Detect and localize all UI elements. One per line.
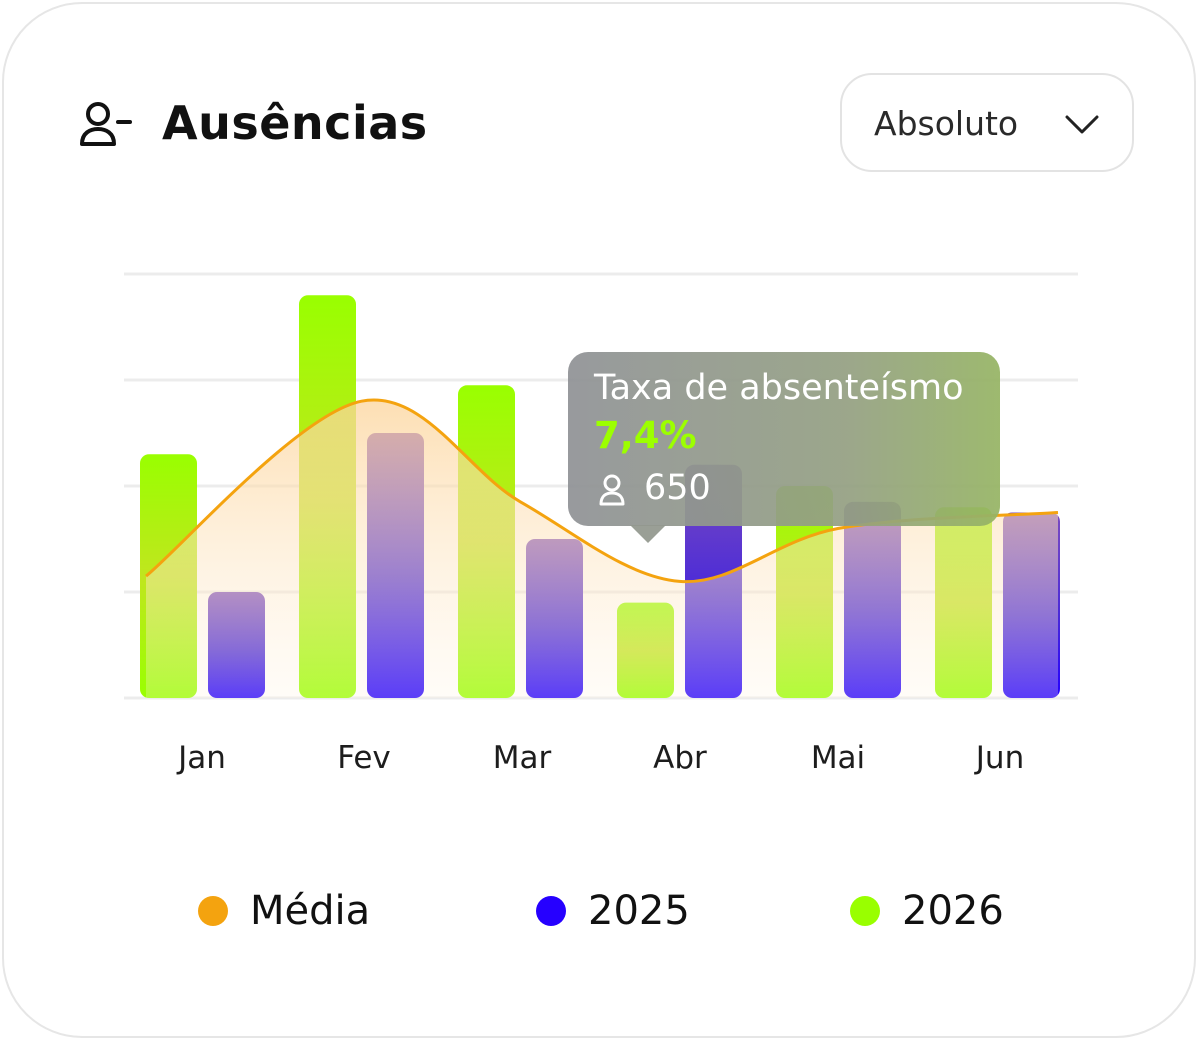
media-area xyxy=(146,399,1058,698)
legend-label-2026: 2026 xyxy=(902,888,1004,934)
legend-dot-2026 xyxy=(850,896,880,926)
tooltip-count: 650 xyxy=(644,468,711,508)
page-title: Ausências xyxy=(162,96,428,150)
legend-label-2025: 2025 xyxy=(588,888,690,934)
x-tick-label-fev: Fev xyxy=(337,740,391,776)
tooltip-rate: 7,4% xyxy=(594,414,697,457)
legend-label-media: Média xyxy=(250,888,371,934)
user-icon xyxy=(599,474,625,506)
tooltip-title: Taxa de absenteísmo xyxy=(594,368,964,408)
x-tick-label-jun: Jun xyxy=(974,740,1024,776)
x-tick-label-mar: Mar xyxy=(493,740,552,776)
tooltip: Taxa de absenteísmo 7,4% 650 xyxy=(568,352,1000,543)
x-tick-label-abr: Abr xyxy=(653,740,707,776)
chevron-down-icon xyxy=(1065,115,1099,134)
x-tick-label-mai: Mai xyxy=(811,740,865,776)
tooltip-pointer xyxy=(630,525,666,543)
legend-dot-2025 xyxy=(536,896,566,926)
dropdown-selected-value: Absoluto xyxy=(874,104,1019,143)
user-minus-icon xyxy=(80,102,132,146)
mode-dropdown[interactable]: Absoluto xyxy=(840,73,1134,172)
legend-dot-media xyxy=(198,896,228,926)
x-tick-label-jan: Jan xyxy=(176,740,226,776)
